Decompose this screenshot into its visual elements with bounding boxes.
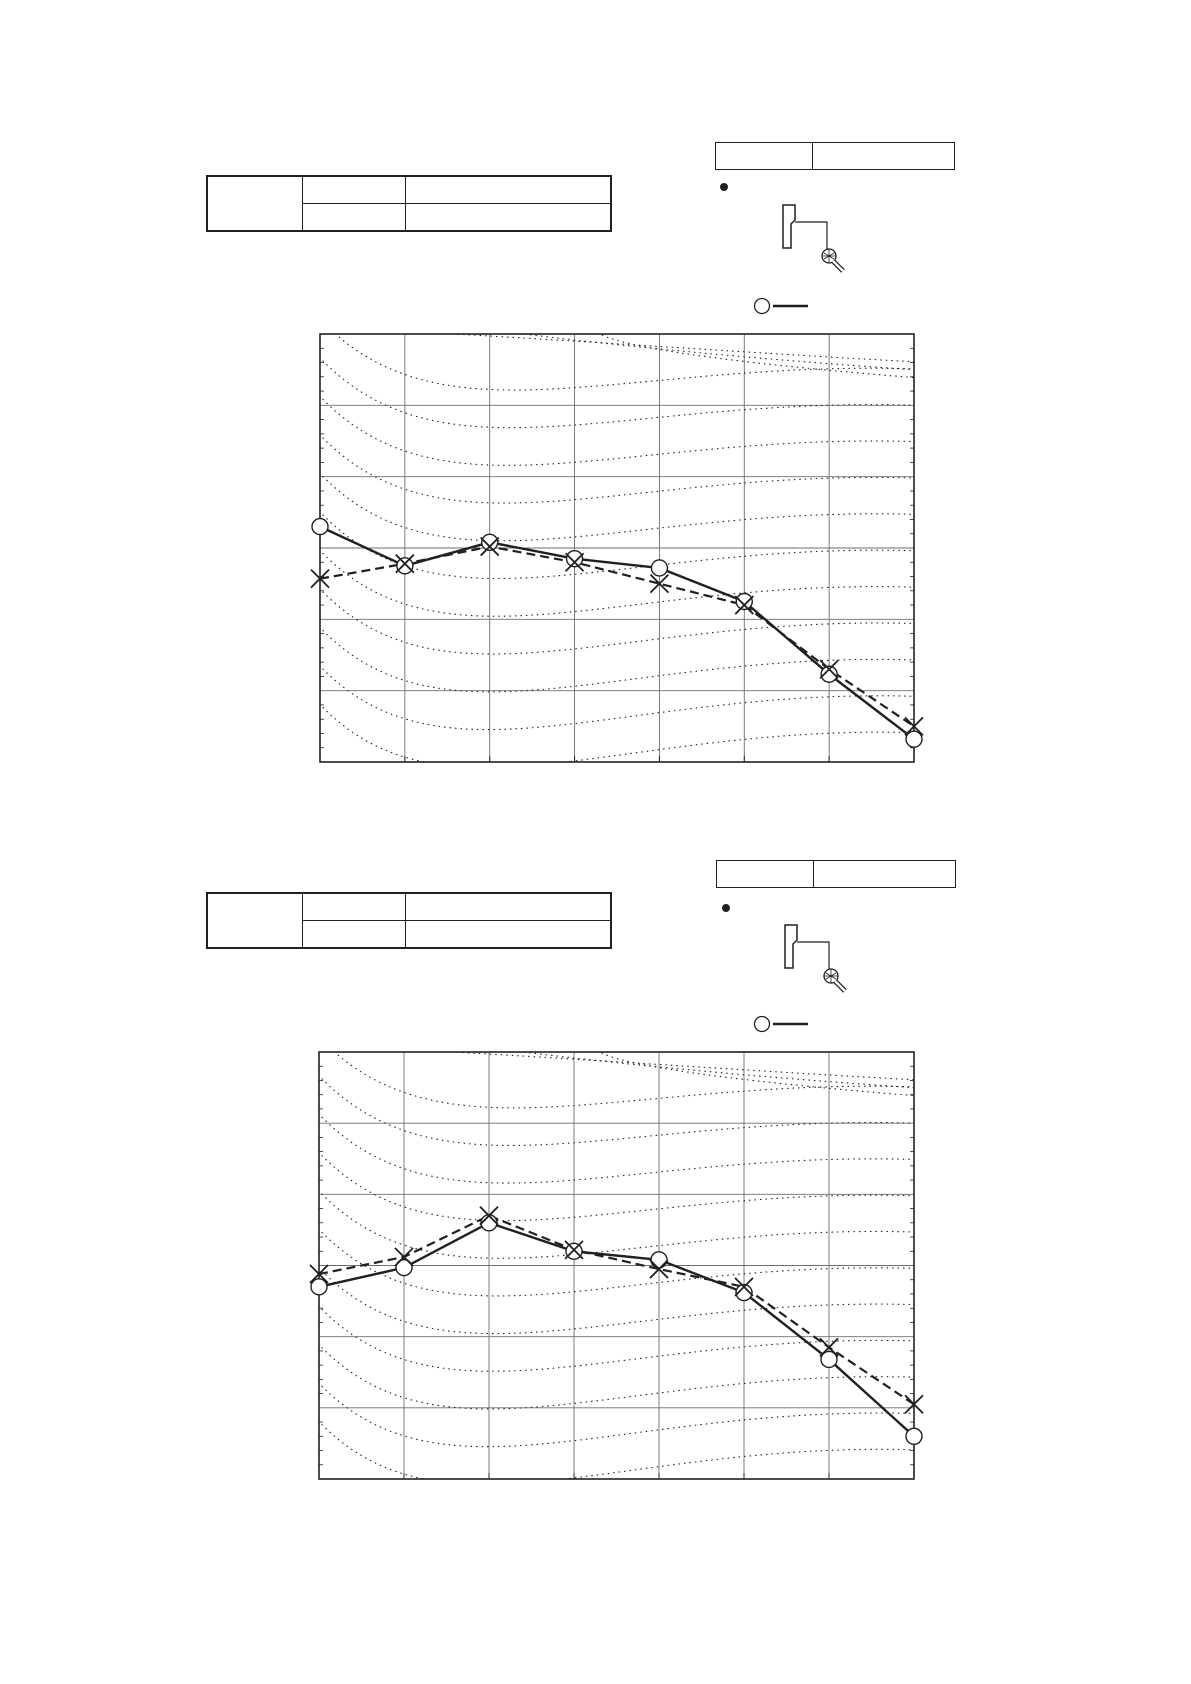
speaker-unit-icon <box>784 924 830 970</box>
info-cell <box>302 203 406 232</box>
speaker-unit-icon <box>782 204 828 250</box>
data-point-circle <box>905 1427 923 1446</box>
microphone-icon <box>823 968 847 993</box>
mode-table-2 <box>716 860 956 888</box>
contour-curve <box>319 1151 914 1222</box>
data-point-circle <box>650 1251 668 1269</box>
data-point-cross <box>734 1277 754 1297</box>
legend-item-circle-solid <box>753 1015 808 1033</box>
contour-curve <box>518 1052 914 1089</box>
chart-plot-1 <box>310 333 924 763</box>
data-point-cross <box>310 569 330 589</box>
contour-curve <box>320 587 914 655</box>
series-line-2 <box>319 545 915 728</box>
mode-table-1 <box>715 142 955 170</box>
data-point-cross <box>479 1206 499 1226</box>
data-point-circle <box>395 1258 413 1277</box>
contour-curve <box>320 703 914 762</box>
contour-curve <box>319 1190 914 1259</box>
info-cell <box>405 920 612 949</box>
data-point-cross <box>309 1264 329 1284</box>
info-group-label <box>206 175 303 232</box>
info-cell <box>302 892 406 921</box>
contour-curve <box>319 1228 914 1297</box>
data-point-circle <box>905 730 923 748</box>
legend-item-circle-solid <box>753 297 808 315</box>
data-point-cross <box>904 1394 924 1414</box>
series-line-1 <box>318 1221 915 1438</box>
contour-curve <box>319 1074 914 1146</box>
mode-cell <box>813 860 956 888</box>
contour-curve <box>319 1382 914 1448</box>
contour-curve <box>320 356 914 429</box>
data-point-circle <box>565 1242 583 1260</box>
contour-curve <box>320 395 914 466</box>
plot-frame <box>318 1051 915 1480</box>
contour-curves <box>320 334 914 762</box>
contour-curve <box>320 549 914 617</box>
contour-curves <box>319 1052 914 1479</box>
info-cell <box>405 175 612 204</box>
data-point-circle <box>735 1283 753 1302</box>
contour-curve <box>320 433 914 504</box>
data-point-circle <box>820 1350 838 1369</box>
contour-curve <box>319 1420 914 1479</box>
contour-curve <box>319 1266 914 1335</box>
data-point-cross <box>819 659 839 679</box>
data-point-cross <box>564 552 585 572</box>
mode-cell <box>812 142 955 170</box>
contour-curve <box>319 1305 914 1372</box>
data-point-circle <box>396 557 414 575</box>
data-point-circle <box>310 1278 328 1296</box>
contour-curve <box>320 472 914 542</box>
data-point-cross <box>734 595 754 615</box>
data-point-cross <box>394 1247 414 1267</box>
data-point-circle <box>311 517 329 536</box>
mode-cell <box>715 142 813 170</box>
data-point-cross <box>395 554 415 574</box>
data-point-circle <box>481 533 499 551</box>
mode-cell <box>716 860 814 888</box>
data-point-cross <box>480 536 500 557</box>
data-point-cross <box>649 1259 669 1279</box>
panel-2 <box>0 0 1191 1480</box>
contour-curve <box>334 334 914 391</box>
data-point-cross <box>564 1240 584 1260</box>
contour-curve <box>319 1343 914 1410</box>
contour-curve <box>598 1052 914 1097</box>
data-point-circle <box>650 559 669 577</box>
info-cell <box>405 203 612 232</box>
bullet-dot <box>720 183 728 191</box>
info-cell <box>302 175 406 204</box>
contour-curve <box>320 626 914 693</box>
series-line-2 <box>318 1214 915 1406</box>
data-point-circle <box>565 550 584 568</box>
data-point-cross <box>904 716 924 736</box>
data-point-circle <box>820 665 838 683</box>
info-group-label <box>206 892 303 949</box>
microphone-icon <box>821 248 845 273</box>
unit-info-table-2 <box>206 892 612 949</box>
contour-curve <box>444 1052 914 1081</box>
unit-info-table-1 <box>206 175 612 232</box>
info-cell <box>302 920 406 949</box>
data-point-cross <box>649 574 670 594</box>
contour-curve <box>333 1052 914 1109</box>
plot-frame <box>319 333 915 763</box>
bullet-dot <box>722 904 730 912</box>
data-point-cross <box>819 1337 839 1357</box>
panel-1 <box>0 0 1191 763</box>
data-point-circle <box>735 592 753 611</box>
contour-curve <box>320 665 914 731</box>
contour-curve <box>319 1113 914 1184</box>
data-point-circle <box>480 1214 498 1232</box>
